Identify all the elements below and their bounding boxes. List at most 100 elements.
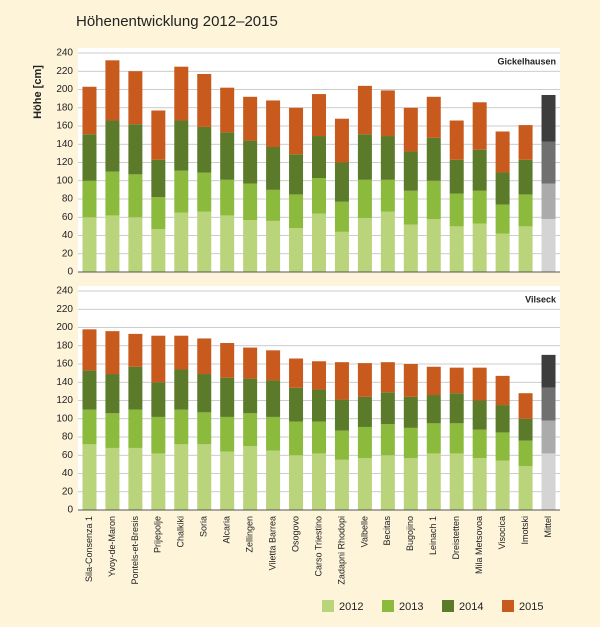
bar-segment <box>151 416 166 454</box>
bar-segment <box>220 87 235 133</box>
bar-segment <box>426 137 441 181</box>
legend-label: 2013 <box>399 601 423 613</box>
y-tick-label: 140 <box>56 377 73 388</box>
bar-segment <box>403 457 418 510</box>
x-tick-label: Valbelle <box>359 516 369 547</box>
bar-segment <box>220 132 235 180</box>
bar-segment <box>449 393 464 424</box>
x-tick-label: Becitas <box>382 516 392 546</box>
bar-segment <box>380 90 395 137</box>
bar-segment <box>289 455 304 510</box>
bar-segment <box>197 211 212 272</box>
bar-segment <box>380 179 395 212</box>
x-tick-label: Carso Triestino <box>313 516 323 577</box>
bar-segment <box>541 183 556 220</box>
y-axis-label: Höhe [cm] <box>32 65 44 119</box>
bar-segment <box>174 212 189 272</box>
bar-segment <box>449 159 464 194</box>
bar-segment <box>426 219 441 272</box>
bar-segment <box>472 223 487 272</box>
bar-segment <box>426 180 441 220</box>
bar-segment <box>357 85 372 135</box>
bar-segment <box>289 387 304 422</box>
y-tick-label: 100 <box>56 413 73 424</box>
bar-segment <box>105 413 120 448</box>
bar-segment <box>266 380 281 417</box>
bar-segment <box>472 400 487 430</box>
legend-label: 2015 <box>519 601 543 613</box>
bar-segment <box>174 444 189 510</box>
bar-segment <box>266 450 281 510</box>
bar-segment <box>495 432 510 461</box>
bar-segment <box>243 183 258 220</box>
bar-segment <box>151 229 166 272</box>
bar-segment <box>105 60 120 121</box>
bar-segment <box>289 228 304 272</box>
bar-segment <box>82 217 97 272</box>
bar-segment <box>403 224 418 272</box>
bar-segment <box>243 347 258 379</box>
bar-segment <box>312 361 326 390</box>
bar-segment <box>449 423 464 454</box>
bar-segment <box>174 120 189 171</box>
y-tick-label: 220 <box>56 304 73 315</box>
bar-segment <box>220 416 235 452</box>
x-tick-label: Imotski <box>520 516 530 545</box>
bar-segment <box>266 100 281 147</box>
bar-segment <box>197 374 212 413</box>
x-tick-label: Visocica <box>497 516 507 549</box>
bar-segment <box>243 413 258 447</box>
bar-segment <box>495 204 510 234</box>
bar-segment <box>495 405 510 433</box>
bar-segment <box>334 459 349 510</box>
y-tick-label: 100 <box>56 175 73 186</box>
bar-segment <box>151 382 166 417</box>
x-tick-label: Mittel <box>543 516 553 538</box>
bar-segment <box>472 149 487 191</box>
bar-segment <box>128 333 143 367</box>
bar-segment <box>472 102 487 150</box>
bar-segment <box>312 94 326 137</box>
bar-segment <box>266 350 281 381</box>
bar-segment <box>174 409 189 445</box>
y-tick-label: 160 <box>56 121 73 132</box>
y-tick-label: 120 <box>56 157 73 168</box>
bar-segment <box>197 126 212 173</box>
bar-segment <box>357 396 372 427</box>
x-tick-label: Mila Metsovoa <box>474 516 484 574</box>
legend-swatch <box>382 600 394 612</box>
panel-subtitle: Vilseck <box>525 294 557 304</box>
bar-segment <box>334 118 349 163</box>
y-tick-label: 240 <box>56 48 73 59</box>
bar-segment <box>82 370 97 410</box>
x-tick-label: Chalkiki <box>176 516 186 548</box>
y-tick-label: 0 <box>67 267 73 278</box>
x-tick-label: Pontels-et-Bresis <box>130 516 140 585</box>
bar-segment <box>266 416 281 451</box>
bar-segment <box>380 392 395 425</box>
bar-segment <box>380 136 395 180</box>
y-tick-label: 20 <box>62 486 74 497</box>
bar-segment <box>197 73 212 127</box>
bar-segment <box>541 141 556 184</box>
bar-segment <box>151 197 166 230</box>
bar-segment <box>312 213 326 272</box>
bar-segment <box>289 421 304 456</box>
y-tick-label: 40 <box>62 230 74 241</box>
bar-segment <box>334 430 349 460</box>
bar-segment <box>518 125 533 160</box>
bar-segment <box>518 194 533 227</box>
bar-segment <box>82 180 97 218</box>
x-tick-label: Zadapni Rhodopi <box>336 516 346 585</box>
bar-segment <box>312 421 326 454</box>
bar-segment <box>449 367 464 394</box>
bar-segment <box>449 193 464 227</box>
bar-segment <box>449 120 464 160</box>
bar-segment <box>518 466 533 510</box>
bar-segment <box>82 444 97 510</box>
bar-segment <box>128 174 143 218</box>
bar-segment <box>128 366 143 410</box>
bar-segment <box>403 364 418 397</box>
bar-segment <box>289 107 304 155</box>
